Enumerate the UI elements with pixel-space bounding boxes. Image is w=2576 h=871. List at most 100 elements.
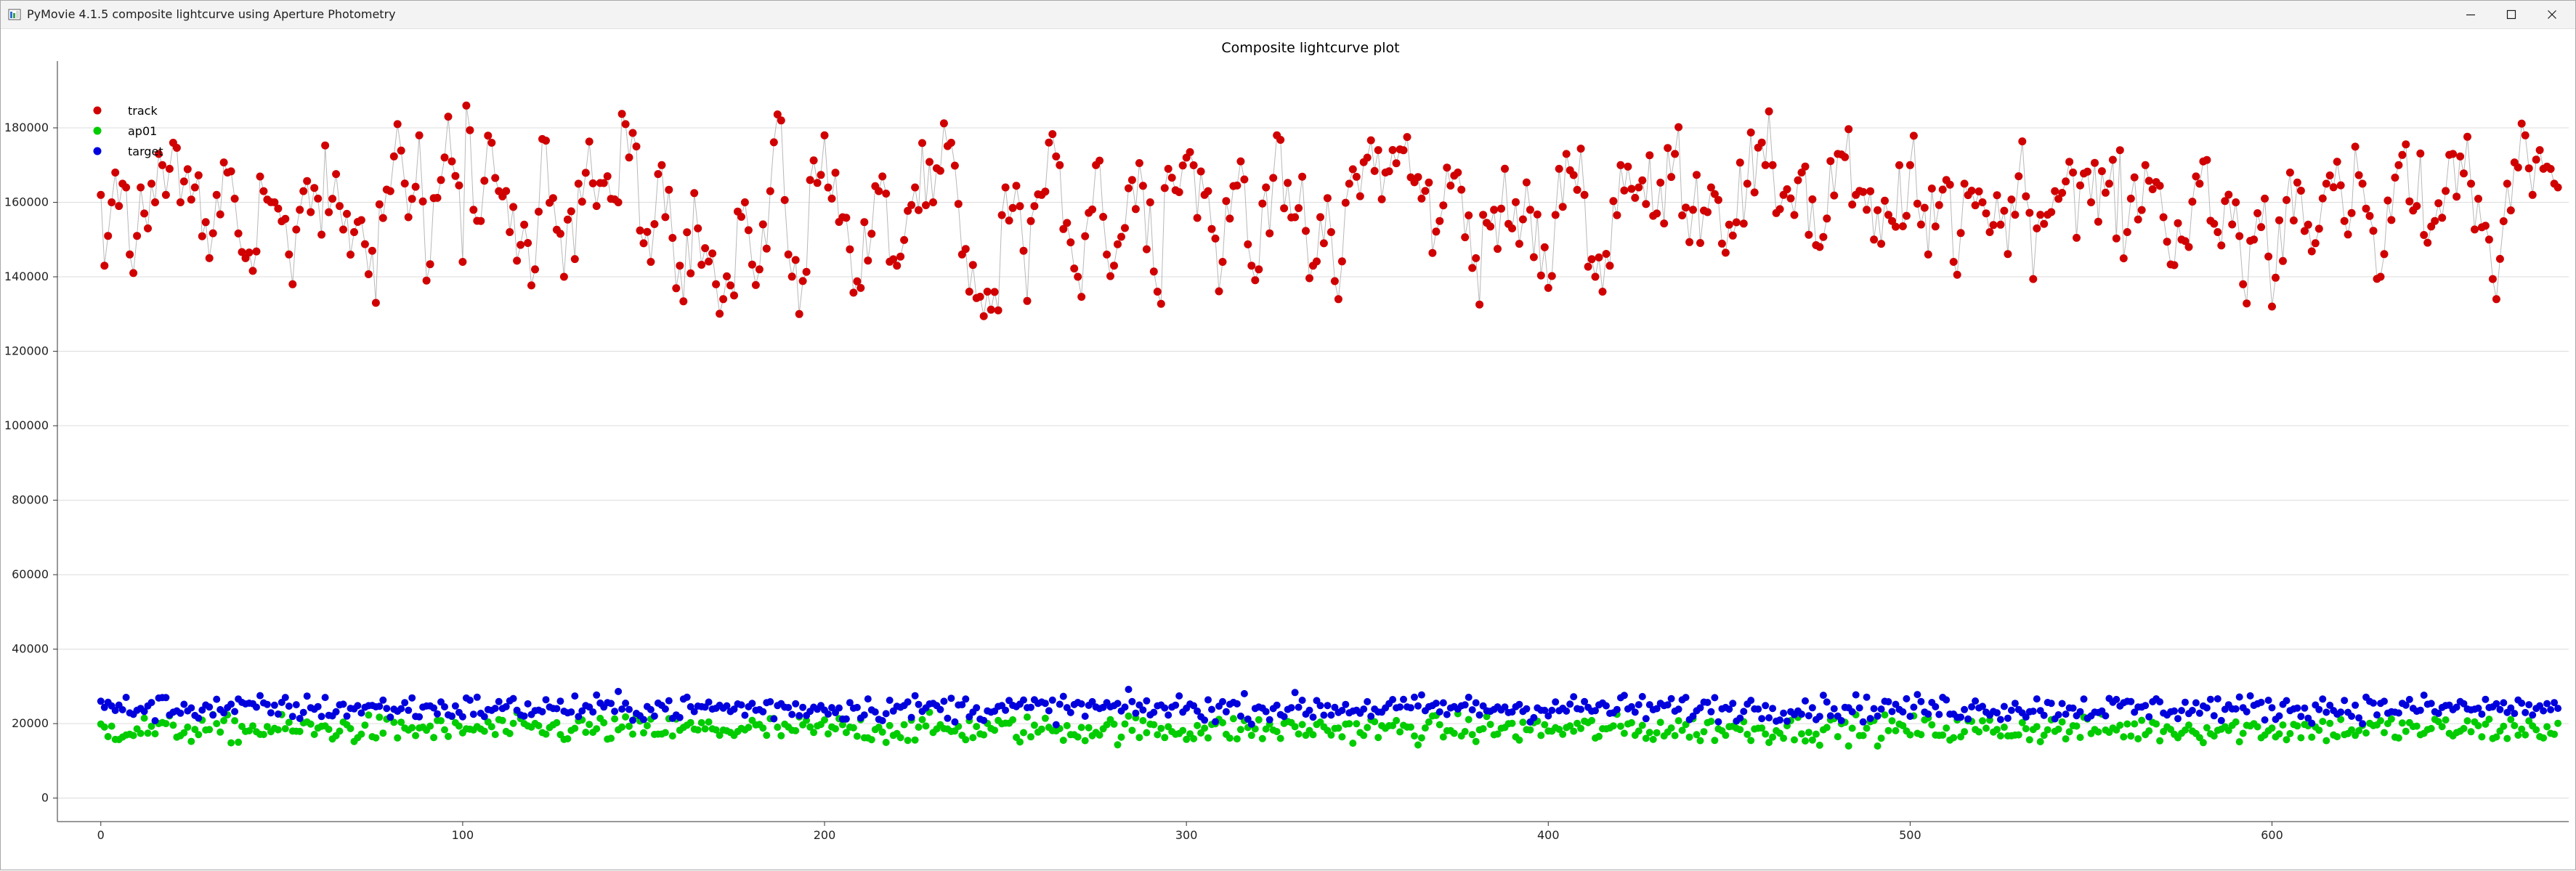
- close-button[interactable]: [2532, 1, 2572, 28]
- legend[interactable]: track ap01 target: [93, 104, 163, 158]
- ap01-point: [1226, 734, 1234, 742]
- ap01-point: [357, 730, 365, 738]
- ap01-point: [686, 718, 694, 726]
- ap01-point: [408, 724, 416, 732]
- ap01-point: [973, 723, 981, 731]
- target-point: [408, 694, 416, 702]
- track-point: [2112, 234, 2121, 243]
- target-point: [2381, 697, 2388, 705]
- track-point: [2210, 219, 2219, 228]
- maximize-icon: [2506, 9, 2516, 20]
- track-point: [212, 190, 221, 199]
- target-point: [1059, 692, 1067, 700]
- ap01-point: [325, 726, 333, 733]
- target-point: [1247, 720, 1255, 728]
- target-point: [2304, 714, 2312, 722]
- target-point: [1027, 703, 1034, 711]
- track-point: [2354, 171, 2363, 179]
- target-point: [227, 700, 235, 708]
- target-point: [1957, 713, 1965, 721]
- target-point: [1132, 709, 1140, 717]
- track-point: [2094, 217, 2102, 226]
- ap01-point: [825, 730, 832, 738]
- track-point: [766, 187, 774, 195]
- track-point: [2000, 206, 2009, 215]
- ap01-point: [745, 724, 753, 732]
- ap01-point: [1696, 737, 1704, 745]
- track-point: [1323, 194, 1332, 203]
- track-point: [827, 194, 836, 203]
- ap01-point: [274, 726, 282, 734]
- grid-lines: [57, 127, 2569, 799]
- track-point: [882, 190, 891, 198]
- maximize-button[interactable]: [2491, 1, 2532, 28]
- track-point: [2506, 206, 2515, 215]
- track-point: [2383, 196, 2392, 205]
- target-point: [1324, 702, 1332, 710]
- window-title: PyMovie 4.1.5 composite lightcurve using…: [27, 7, 396, 21]
- x-tick-label: 500: [1899, 828, 1921, 842]
- target-point: [357, 709, 365, 717]
- track-point: [1848, 200, 1857, 209]
- target-point: [1913, 691, 1921, 699]
- ap01-point: [169, 721, 177, 729]
- ap01-point: [1609, 722, 1617, 730]
- target-point: [1002, 706, 1010, 714]
- track-point: [241, 254, 250, 262]
- target-point: [748, 700, 756, 708]
- track-point: [1971, 201, 1980, 210]
- lightcurve-plot[interactable]: Composite lightcurve plot 0 20000 40000 600…: [1, 28, 2576, 871]
- track-point: [773, 110, 782, 118]
- title-bar[interactable]: PyMovie 4.1.5 composite lightcurve using…: [1, 1, 2575, 29]
- track-point: [780, 195, 789, 204]
- track-point: [1710, 190, 1719, 198]
- target-point: [1758, 715, 1766, 723]
- track-point: [371, 299, 380, 307]
- track-point: [2351, 142, 2360, 151]
- track-point: [2380, 250, 2389, 259]
- track-point: [769, 138, 778, 147]
- ap01-point: [1736, 726, 1744, 734]
- track-point: [1892, 222, 1900, 231]
- track-point: [2416, 149, 2425, 158]
- target-point: [1342, 700, 1350, 708]
- target-point: [1729, 700, 1737, 708]
- ap01-point: [180, 729, 188, 737]
- track-point: [1544, 283, 1552, 292]
- minimize-button[interactable]: [2450, 1, 2491, 28]
- track-point: [531, 265, 539, 274]
- target-point: [1863, 693, 1871, 701]
- ap01-point: [838, 721, 846, 729]
- target-point: [882, 710, 890, 718]
- track-point: [1149, 267, 1158, 276]
- track-point: [1070, 264, 1079, 273]
- track-point: [1518, 215, 1527, 224]
- ap01-point: [1262, 725, 1270, 733]
- x-tick-label: 100: [452, 828, 474, 842]
- track-point: [1236, 157, 1245, 166]
- minimize-icon: [2466, 9, 2476, 20]
- ap01-point: [108, 722, 116, 730]
- target-point: [401, 699, 409, 707]
- ap01-point: [2268, 724, 2276, 732]
- track-point: [701, 244, 710, 253]
- target-point: [661, 705, 669, 713]
- track-point: [1262, 183, 1271, 192]
- ap01-point: [1027, 733, 1034, 741]
- track-point: [679, 297, 688, 306]
- ap01-point: [1928, 721, 1936, 729]
- ap01-point: [1009, 716, 1017, 724]
- track-point: [2300, 227, 2309, 235]
- track-point: [2228, 220, 2237, 229]
- track-point: [2105, 179, 2113, 188]
- track-point: [2304, 220, 2312, 229]
- target-point: [451, 702, 459, 710]
- target-point: [1190, 702, 1198, 710]
- target-point: [1906, 713, 1914, 721]
- target-point: [1468, 706, 1476, 714]
- track-point: [990, 288, 999, 296]
- target-point: [980, 716, 988, 724]
- track-point: [187, 195, 195, 204]
- ap01-point: [1943, 724, 1951, 732]
- ap01-point: [2507, 716, 2515, 724]
